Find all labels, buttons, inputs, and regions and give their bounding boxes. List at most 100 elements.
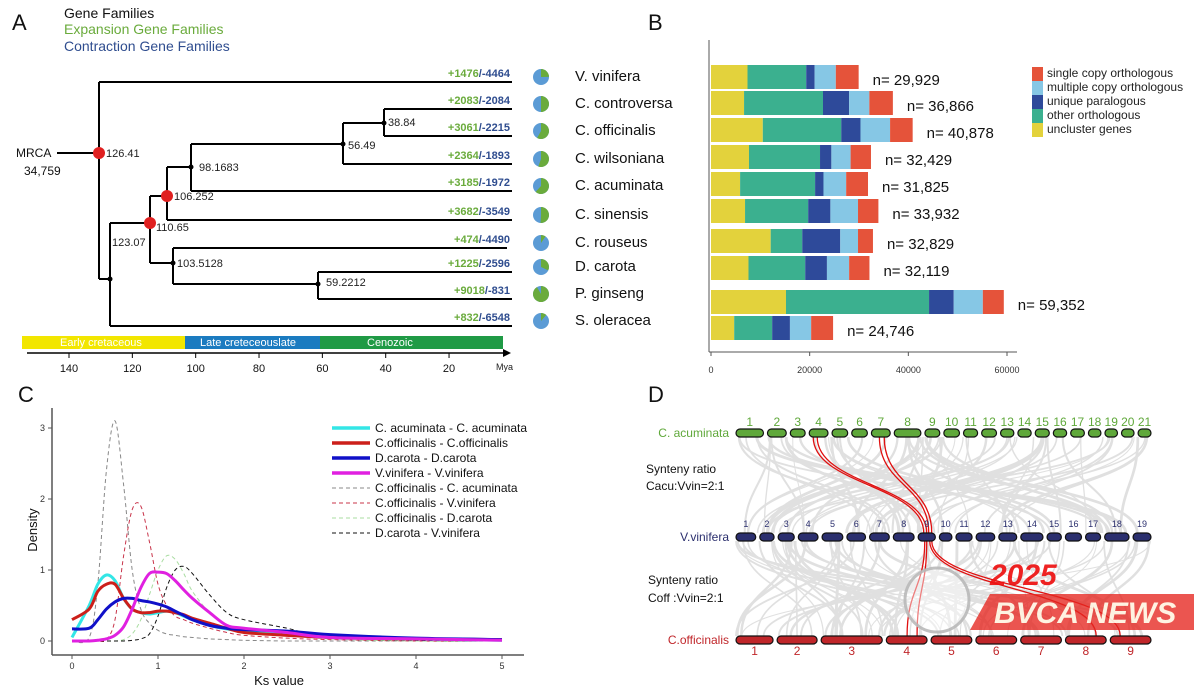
chromosome-label: 18: [1112, 519, 1122, 529]
synteny-link: [770, 436, 996, 534]
synteny-link: [811, 436, 899, 534]
bar-segment: [830, 199, 859, 223]
synteny-link: [792, 436, 805, 534]
synteny-link: [924, 436, 1139, 534]
contraction-count: /-1972: [479, 177, 510, 189]
legend-label: C.officinalis - V.vinifera: [375, 496, 496, 510]
time-tick-label: 80: [253, 363, 265, 375]
time-tick-label: 120: [123, 363, 141, 375]
bar-segment: [890, 118, 913, 142]
gain-loss-label: +1476/-4464: [448, 68, 511, 80]
pie-expansion: [541, 235, 546, 243]
gain-loss-label: +2083/-2084: [448, 95, 511, 107]
bar-segment: [982, 290, 1004, 314]
chromosome-bar: [735, 635, 774, 645]
bar-segment: [869, 91, 893, 115]
taxon-name: P. ginseng: [575, 285, 644, 302]
node-age: 103.5128: [177, 258, 223, 270]
expansion-count: +2083: [448, 95, 479, 107]
bar-segment: [711, 65, 748, 89]
chromosome-bar: [868, 532, 890, 542]
node-age: 106.252: [174, 191, 214, 203]
mrca-label: MRCA: [16, 146, 51, 160]
bar-segment: [789, 316, 812, 340]
chromosome-label: 1: [751, 644, 758, 658]
contraction-count: /-831: [485, 285, 510, 297]
chromosome-label: 5: [948, 644, 955, 658]
chromosome-label: 7: [1038, 644, 1045, 658]
bar-segment: [850, 145, 871, 169]
synteny-link: [763, 436, 772, 534]
pie-expansion: [541, 95, 550, 112]
synteny-link: [765, 436, 921, 534]
taxon-name: S. oleracea: [575, 312, 652, 329]
synteny-link-highlight: [812, 436, 925, 534]
bar-segment: [711, 118, 763, 142]
taxon-name: C. controversa: [575, 95, 673, 112]
chromosome-bar: [1104, 428, 1119, 438]
pie-expansion: [538, 151, 549, 167]
expansion-count: +1476: [448, 68, 479, 80]
chromosome-label: 1: [743, 519, 748, 529]
y-tick-label: 3: [40, 423, 45, 433]
panel-label-a: A: [12, 10, 27, 35]
chromosome-bar: [1034, 428, 1050, 438]
bar-segment: [734, 316, 773, 340]
chromosome-label: 12: [980, 519, 990, 529]
bar-segment: [858, 229, 873, 253]
pie-expansion: [541, 69, 549, 77]
synteny-link: [839, 540, 931, 637]
synteny-link: [868, 540, 1038, 637]
bar-segment: [849, 91, 870, 115]
bar-segment: [711, 229, 771, 253]
chromosome-label: 17: [1071, 415, 1085, 429]
era-label: Late creteceouslate: [200, 337, 296, 349]
synteny-link: [784, 540, 843, 637]
x-tick-label: 0: [69, 661, 74, 671]
synteny-link: [828, 540, 972, 637]
chromosome-bar: [981, 428, 998, 438]
bar-segment: [808, 199, 831, 223]
gain-loss-label: +2364/-1893: [448, 150, 510, 162]
legend-label: multiple copy orthologous: [1047, 80, 1183, 94]
x-tick-label: 20000: [797, 365, 822, 375]
chromosome-label: 8: [904, 415, 911, 429]
taxon-name: D. carota: [575, 258, 637, 275]
bar-total-label: n= 40,878: [927, 125, 994, 142]
highlighted-synteny-links: [812, 436, 1121, 637]
legend-label: C.officinalis - C.officinalis: [375, 436, 508, 450]
legend-label: uncluster genes: [1047, 122, 1132, 136]
density-line: [72, 502, 503, 643]
synteny-link: [908, 436, 1109, 534]
chromosome-label: 15: [1049, 519, 1059, 529]
bar-segment: [711, 316, 735, 340]
x-tick-label: 1: [155, 661, 160, 671]
bar-total-label: n= 59,352: [1018, 297, 1085, 314]
chromosome-bar: [1017, 428, 1032, 438]
legend-label: V.vinifera - V.vinifera: [375, 466, 484, 480]
gain-loss-label: +3682/-3549: [448, 206, 510, 218]
calibration-node: [161, 190, 173, 202]
bar-segment: [711, 91, 745, 115]
synteny-link: [770, 436, 805, 534]
y-tick-label: 2: [40, 494, 45, 504]
chromosome-bar: [943, 428, 961, 438]
time-tick-label: 100: [187, 363, 205, 375]
watermark-year: 2025: [989, 559, 1058, 592]
expansion-count: +2364: [448, 150, 480, 162]
contraction-count: /-1893: [479, 150, 510, 162]
chromosome-label: 3: [784, 519, 789, 529]
synteny-link: [1000, 436, 1035, 534]
bar-segment: [785, 290, 930, 314]
synteny-link: [742, 540, 813, 637]
density-line: [71, 570, 503, 643]
chromosome-bar: [962, 428, 979, 438]
x-tick-label: 60000: [994, 365, 1019, 375]
calibration-node: [144, 217, 156, 229]
synteny-link: [771, 540, 864, 637]
panel-label-b: B: [648, 10, 663, 35]
bar-segment: [831, 145, 851, 169]
chromosome-label: 9: [929, 415, 936, 429]
